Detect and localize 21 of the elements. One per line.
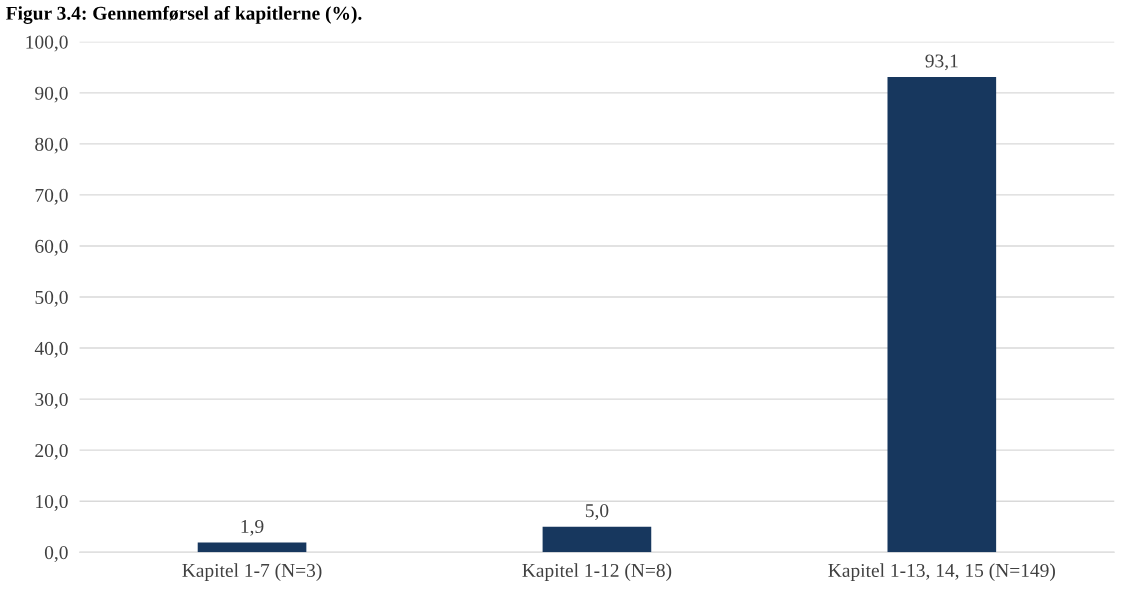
data-label: 93,1	[925, 54, 958, 71]
y-tick-label: 30,0	[35, 392, 68, 409]
bar	[197, 542, 307, 553]
data-label: 5,0	[585, 504, 609, 520]
y-tick-label: 100,0	[26, 35, 68, 52]
bar	[542, 526, 652, 553]
y-tick-label: 50,0	[35, 290, 68, 307]
y-tick-label: 90,0	[35, 86, 68, 103]
x-tick-label: Kapitel 1-12 (N=8)	[522, 563, 672, 581]
x-tick-label: Kapitel 1-13, 14, 15 (N=149)	[828, 563, 1055, 581]
y-tick-label: 10,0	[36, 495, 68, 511]
x-tick-label: Kapitel 1-7 (N=3)	[182, 563, 322, 581]
y-tick-label: 40,0	[34, 341, 68, 358]
bar	[887, 77, 997, 553]
y-tick-label: 60,0	[35, 239, 68, 256]
chart-title: Figur 3.4: Gennemførsel af kapitlerne (%).	[6, 5, 362, 24]
data-label: 1,9	[241, 519, 264, 536]
y-tick-label: 70,0	[35, 188, 68, 205]
y-tick-label: 0,0	[44, 546, 68, 562]
y-tick-label: 80,0	[35, 137, 68, 154]
y-tick-label: 20,0	[35, 443, 68, 460]
